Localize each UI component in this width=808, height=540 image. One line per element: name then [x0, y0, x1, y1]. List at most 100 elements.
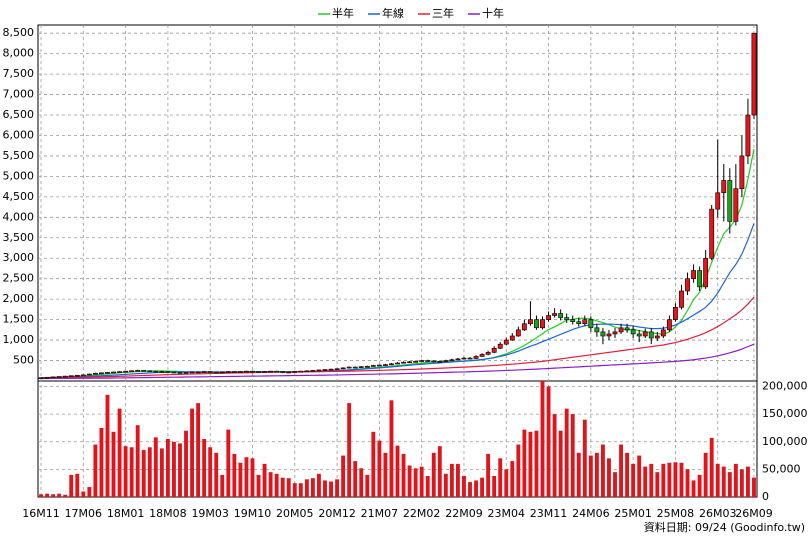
- candle-body: [147, 370, 153, 373]
- x-tick-label: 17M06: [65, 507, 103, 520]
- x-tick-label: 23M11: [530, 507, 568, 520]
- volume-bar: [341, 455, 346, 497]
- candle-body: [437, 361, 443, 363]
- volume-bar: [401, 453, 406, 497]
- volume-bar: [413, 468, 418, 497]
- volume-bar: [99, 427, 104, 497]
- volume-bar: [691, 480, 696, 497]
- y-tick-label: 4,500: [3, 190, 35, 203]
- volume-bar: [256, 474, 261, 497]
- candle-body: [515, 329, 521, 337]
- volume-bar: [129, 447, 134, 497]
- candle-body: [99, 372, 104, 375]
- volume-bar: [184, 430, 188, 497]
- candle-body: [606, 333, 612, 337]
- volume-bar: [377, 440, 382, 497]
- candle-body: [588, 319, 594, 329]
- candle-body: [636, 333, 642, 337]
- candle-body: [111, 371, 116, 374]
- x-tick-label: 19M03: [191, 507, 229, 520]
- volume-bar: [522, 429, 527, 497]
- ma-line: [41, 296, 755, 379]
- candle-body: [389, 363, 394, 366]
- legend-label: 年線: [382, 6, 404, 20]
- x-tick-label: 19M10: [234, 507, 272, 520]
- candle-body: [600, 331, 606, 337]
- volume-bar: [347, 403, 352, 497]
- candle-body: [419, 360, 425, 362]
- candle-body: [352, 366, 358, 369]
- volume-bar: [546, 386, 551, 497]
- candle-body: [612, 331, 618, 335]
- candle-body: [703, 257, 709, 288]
- volume-bar: [667, 462, 672, 497]
- volume-bar: [323, 480, 327, 497]
- x-tick-label: 16M11: [22, 507, 60, 520]
- candle-body: [237, 371, 243, 373]
- y-tick-label: 500: [13, 354, 34, 367]
- candle-body: [38, 377, 44, 380]
- candle-body: [528, 319, 533, 325]
- volume-bar: [703, 452, 708, 497]
- volume-bar: [365, 474, 370, 497]
- volume-bar: [727, 472, 732, 497]
- volume-bar: [274, 473, 279, 497]
- candle-body: [123, 370, 129, 373]
- volume-bar: [383, 452, 388, 497]
- candle-body: [540, 319, 545, 329]
- volume-bar: [196, 403, 201, 497]
- candle-body: [552, 313, 558, 316]
- volume-bar: [709, 437, 714, 497]
- candle-body: [546, 315, 551, 320]
- y2-tick-label: 200,000: [762, 380, 808, 393]
- y-tick-label: 3,500: [3, 231, 35, 244]
- x-tick-label: 26M03: [699, 507, 737, 520]
- candle-body: [376, 364, 382, 367]
- candle-body: [280, 371, 286, 373]
- volume-bar: [552, 414, 557, 497]
- volume-bar: [317, 473, 321, 497]
- volume-bar: [492, 476, 497, 497]
- volume-bar: [558, 430, 563, 497]
- volume-bar: [516, 444, 521, 497]
- volume-bar: [226, 429, 231, 497]
- candle-body: [171, 371, 177, 374]
- volume-bar: [600, 444, 605, 497]
- candle-body: [250, 370, 255, 373]
- volume-bar: [304, 479, 309, 497]
- candle-body: [503, 339, 509, 345]
- candle-body: [491, 347, 497, 353]
- volume-bar: [45, 493, 49, 497]
- x-tick-label: 22M09: [445, 507, 483, 520]
- candle-body: [129, 370, 135, 373]
- candle-body: [189, 371, 195, 374]
- candle-body: [310, 370, 316, 372]
- candle-body: [479, 354, 485, 357]
- volume-bar: [721, 466, 726, 497]
- volume-bar: [335, 479, 340, 497]
- candle-body: [105, 372, 110, 374]
- candle-body: [225, 371, 231, 373]
- legend-label: 三年: [432, 6, 454, 20]
- y-tick-label: 2,500: [3, 272, 35, 285]
- volume-bar: [292, 483, 297, 497]
- y-tick-label: 5,500: [3, 149, 35, 162]
- volume-bar: [407, 465, 412, 497]
- candle-body: [50, 376, 56, 379]
- candle-body: [691, 270, 696, 280]
- candle-body: [582, 319, 588, 325]
- candle-body: [697, 270, 703, 288]
- volume-bar: [87, 487, 92, 497]
- volume-bar: [172, 441, 176, 497]
- volume-bar: [594, 452, 599, 497]
- volume-bar: [123, 446, 128, 497]
- candle-body: [624, 327, 630, 331]
- candle-body: [648, 331, 654, 339]
- volume-bar: [69, 474, 74, 497]
- candle-body: [630, 329, 636, 335]
- candle-body: [364, 365, 370, 368]
- volume-bar: [214, 452, 219, 497]
- candle-body: [86, 373, 92, 376]
- volume-bar: [419, 466, 424, 497]
